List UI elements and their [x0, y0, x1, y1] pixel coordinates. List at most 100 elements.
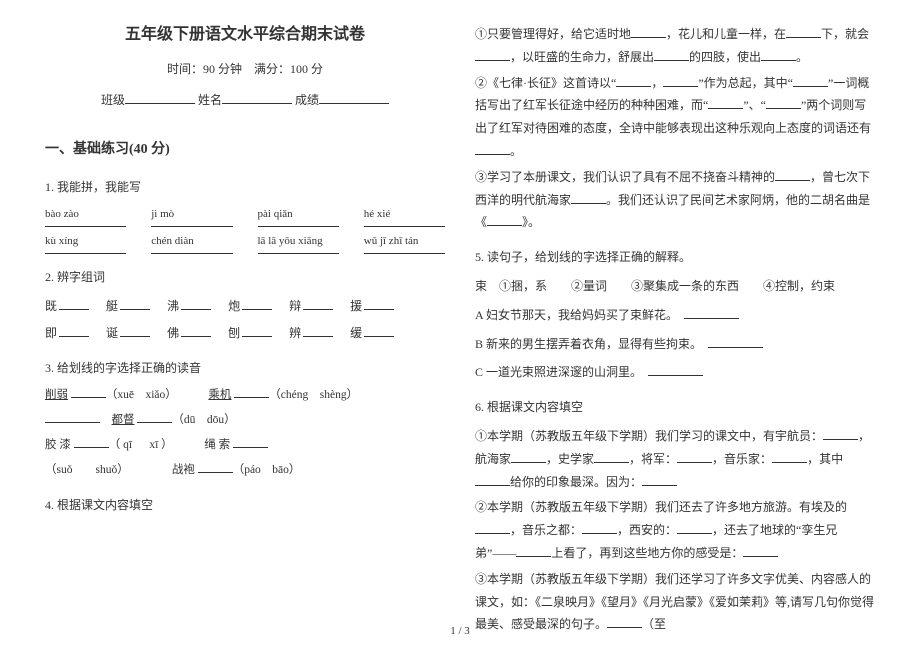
opt-jiaoqi: （ qī xī ）	[109, 439, 167, 451]
text: ②《七律·长征》这首诗以“	[475, 76, 616, 90]
opt-suo: （suǒ shuǒ）	[45, 464, 123, 476]
blank	[516, 545, 551, 557]
char-12: 缓	[350, 326, 362, 340]
blank	[74, 437, 109, 449]
pinyin-7: lā lā yōu xiāng	[258, 231, 339, 254]
q6-para-3: ③本学期（苏教版五年级下学期）我们还学习了许多文字优美、内容感人的课文，如：《二…	[475, 568, 875, 636]
q4-para-3: ③学习了本册课文，我们认识了具有不屈不挠奋斗精神的，曾七次下西洋的明代航海家。我…	[475, 166, 875, 234]
opt-chengji: （chéng shèng）	[269, 389, 358, 401]
blank	[242, 298, 272, 310]
word-jiaoqi: 胶 漆	[45, 439, 71, 451]
q4-para-2: ②《七律·长征》这首诗以“，”作为总起，其中“”一词概括写出了红军长征途中经历的…	[475, 72, 875, 163]
blank	[364, 325, 394, 337]
q2-head: 2. 辨字组词	[45, 266, 445, 289]
q5-opts: 束 ①捆，系 ②量词 ③聚集成一条的东西 ④控制，约束	[475, 275, 875, 298]
pinyin-3: pài qiǎn	[258, 204, 339, 227]
blank	[45, 412, 100, 424]
q5-a: A 妇女节那天，我给妈妈买了束鲜花。	[475, 304, 875, 327]
word-shengsuo: 绳 索	[204, 439, 230, 451]
score-blank	[319, 92, 389, 104]
text: （至	[642, 617, 666, 631]
text: 下，就会	[821, 27, 869, 41]
opt-pao: （páo bāo）	[233, 464, 301, 476]
word-zhanpao: 战袍	[172, 464, 195, 476]
blank	[663, 75, 698, 87]
blank	[793, 75, 828, 87]
blank	[137, 412, 172, 424]
char-1: 既	[45, 299, 57, 313]
blank	[823, 428, 858, 440]
page-number: 1 / 3	[450, 621, 470, 642]
text: 上看了，再到这些地方你的感受是：	[551, 546, 743, 560]
char-row-1: 既 艇 沸 炮 辩 援	[45, 295, 445, 318]
blank	[775, 169, 810, 181]
blank	[766, 97, 801, 109]
pinyin-row-1: bào zào jì mò pài qiǎn hé xié	[45, 204, 445, 227]
score-label: 成绩	[295, 93, 319, 107]
q4-head: 4. 根据课文内容填空	[45, 494, 445, 517]
q5-c: C 一道光束照进深邃的山洞里。	[475, 361, 875, 384]
text: 的四肢，使出	[689, 50, 761, 64]
blank	[582, 522, 617, 534]
blank	[120, 325, 150, 337]
text: B 新来的男生摆弄着衣角，显得有些拘束。	[475, 337, 696, 351]
blank	[761, 49, 796, 61]
blank	[120, 298, 150, 310]
pinyin-6: chén diàn	[151, 231, 232, 254]
text: ③学习了本册课文，我们认识了具有不屈不挠奋斗精神的	[475, 170, 775, 184]
char-8: 诞	[106, 326, 118, 340]
text: ，将军：	[629, 452, 677, 466]
blank	[772, 451, 807, 463]
word-dudu: 都督	[112, 414, 135, 426]
blank	[642, 474, 677, 486]
blank	[364, 298, 394, 310]
char-7: 即	[45, 326, 57, 340]
text: ”、“	[743, 98, 766, 112]
blank	[71, 387, 106, 399]
char-5: 辩	[289, 299, 301, 313]
text: 给你的印象最深。因为：	[510, 475, 642, 489]
blank	[475, 49, 510, 61]
char-3: 沸	[167, 299, 179, 313]
text: A 妇女节那天，我给妈妈买了束鲜花。	[475, 308, 672, 322]
text: ，其中	[807, 452, 843, 466]
blank	[607, 616, 642, 628]
word-chengji: 乘机	[208, 389, 231, 401]
section-1-head: 一、基础练习(40 分)	[45, 137, 445, 164]
char-11: 辨	[289, 326, 301, 340]
text: ，史学家	[546, 452, 594, 466]
opt-xueruo: （xuē xiǎo）	[106, 389, 171, 401]
blank	[631, 26, 666, 38]
word-xueruo: 削弱	[45, 389, 68, 401]
reading-line-1: 削弱 （xuē xiǎo） 乘机 （chéng shèng）	[45, 385, 445, 407]
text: 》。	[522, 215, 540, 229]
char-4: 炮	[228, 299, 240, 313]
blank	[59, 298, 89, 310]
q5-b: B 新来的男生摆弄着衣角，显得有些拘束。	[475, 333, 875, 356]
name-blank	[222, 92, 292, 104]
blank	[475, 522, 510, 534]
class-blank	[125, 92, 195, 104]
blank	[475, 143, 510, 155]
blank	[654, 49, 689, 61]
blank	[511, 451, 546, 463]
exam-title: 五年级下册语文水平综合期末试卷	[45, 20, 445, 50]
blank	[677, 522, 712, 534]
text: ②本学期（苏教版五年级下学期）我们还去了许多地方旅游。有埃及的	[475, 500, 847, 514]
blank	[487, 214, 522, 226]
blank	[594, 451, 629, 463]
blank	[708, 97, 743, 109]
text: C 一道光束照进深邃的山洞里。	[475, 365, 636, 379]
char-2: 艇	[106, 299, 118, 313]
text: ①只要管理得好，给它适时地	[475, 27, 631, 41]
blank	[677, 451, 712, 463]
text: ，以旺盛的生命力，舒展出	[510, 50, 654, 64]
blank	[571, 192, 606, 204]
blank	[708, 336, 763, 348]
blank	[303, 298, 333, 310]
blank	[233, 437, 268, 449]
right-column: ①只要管理得好，给它适时地，花儿和儿童一样，在下，就会，以旺盛的生命力，舒展出的…	[460, 20, 890, 640]
q6-head: 6. 根据课文内容填空	[475, 396, 875, 419]
pinyin-5: kù xíng	[45, 231, 126, 254]
blank	[198, 461, 233, 473]
